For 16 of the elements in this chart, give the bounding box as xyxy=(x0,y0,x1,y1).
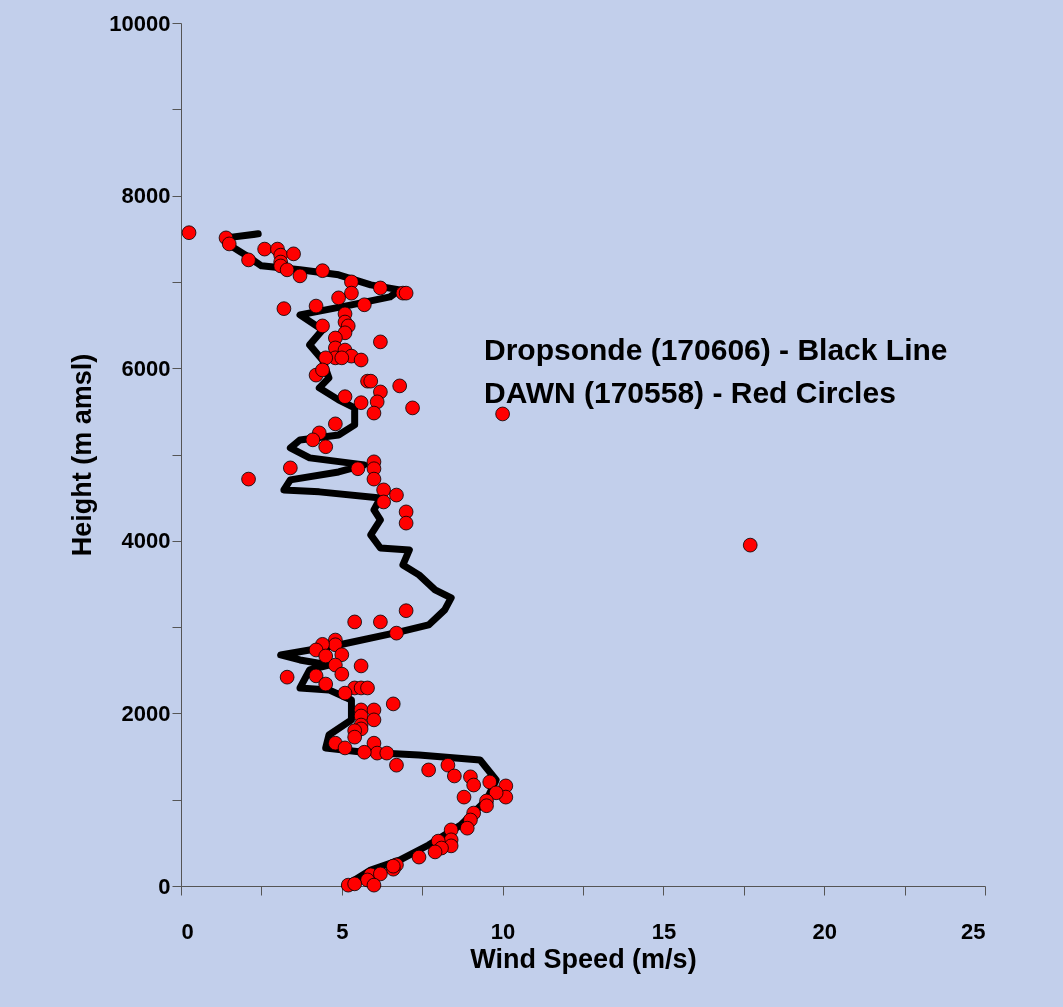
x-tick-label: 15 xyxy=(651,918,677,944)
y-tick-label: 6000 xyxy=(121,355,171,381)
y-tick-label: 2000 xyxy=(121,700,171,726)
annotation: Dropsonde (170606) - Black Line xyxy=(484,333,948,366)
annotation: DAWN (170558) - Red Circles xyxy=(484,376,896,409)
y-tick-label: 0 xyxy=(158,873,171,899)
x-tick-label: 0 xyxy=(181,918,194,944)
x-axis-title: Wind Speed (m/s) xyxy=(470,943,697,974)
x-tick-label: 5 xyxy=(336,918,349,944)
x-tick-label: 25 xyxy=(961,918,986,944)
x-tick-label: 20 xyxy=(812,918,837,944)
y-tick-label: 10000 xyxy=(109,10,171,36)
y-tick-label: 4000 xyxy=(121,528,171,554)
x-tick-label: 10 xyxy=(490,918,516,944)
y-tick-label: 8000 xyxy=(121,183,171,209)
y-axis-title: Height (m amsl) xyxy=(67,353,98,557)
